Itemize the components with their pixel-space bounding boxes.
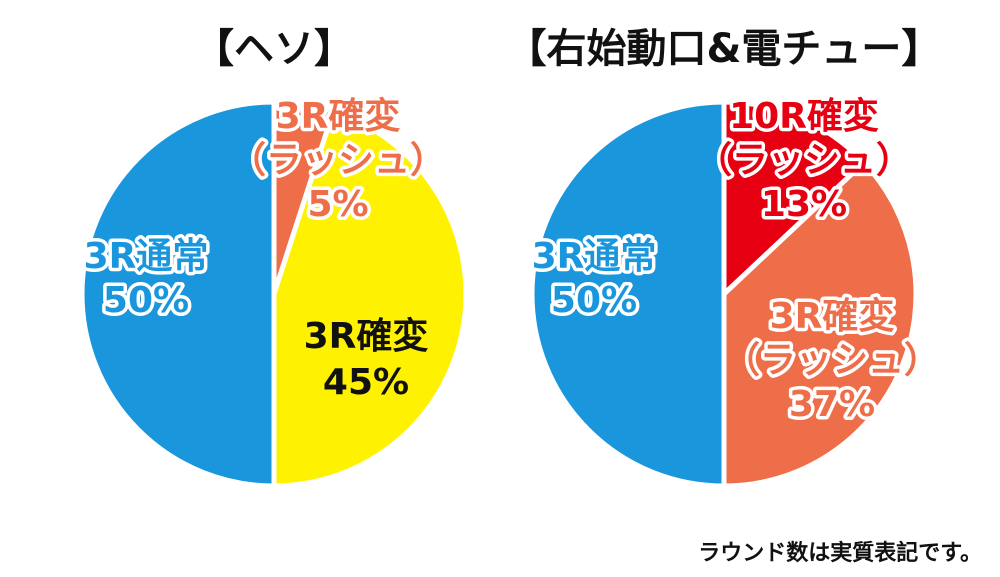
slice-label: 3R確変 45% — [304, 315, 429, 403]
chart-title: 【ヘソ】 — [194, 26, 354, 72]
pie-slice — [79, 99, 277, 489]
slice-label: 3R通常 50% — [84, 236, 209, 321]
slice-label: 3R通常 50% — [532, 236, 657, 321]
pie-slice — [721, 160, 919, 489]
slice-label: 10R確変（ラッシュ） 13% — [696, 95, 912, 225]
slice-label: 3R確変（ラッシュ） 5% — [230, 95, 446, 225]
slice-label: 3R確変（ラッシュ） 37% — [724, 295, 940, 425]
pie-chart-right-start: 【右始動口&電チュー】 10R確変（ラッシュ） 13% 3R確変（ラッシュ） 37% 3R… — [507, 26, 944, 489]
round-note: ラウンド数は実質表記です。 — [698, 541, 982, 566]
pie-slice — [271, 108, 469, 489]
pie-chart-heso: 【ヘソ】 3R確変（ラッシュ） 5% 3R確変 45% 3R通常 50% — [79, 26, 469, 489]
chart-title: 【右始動口&電チュー】 — [507, 26, 942, 72]
pie-slice — [529, 99, 727, 489]
pie-slice — [721, 99, 867, 297]
